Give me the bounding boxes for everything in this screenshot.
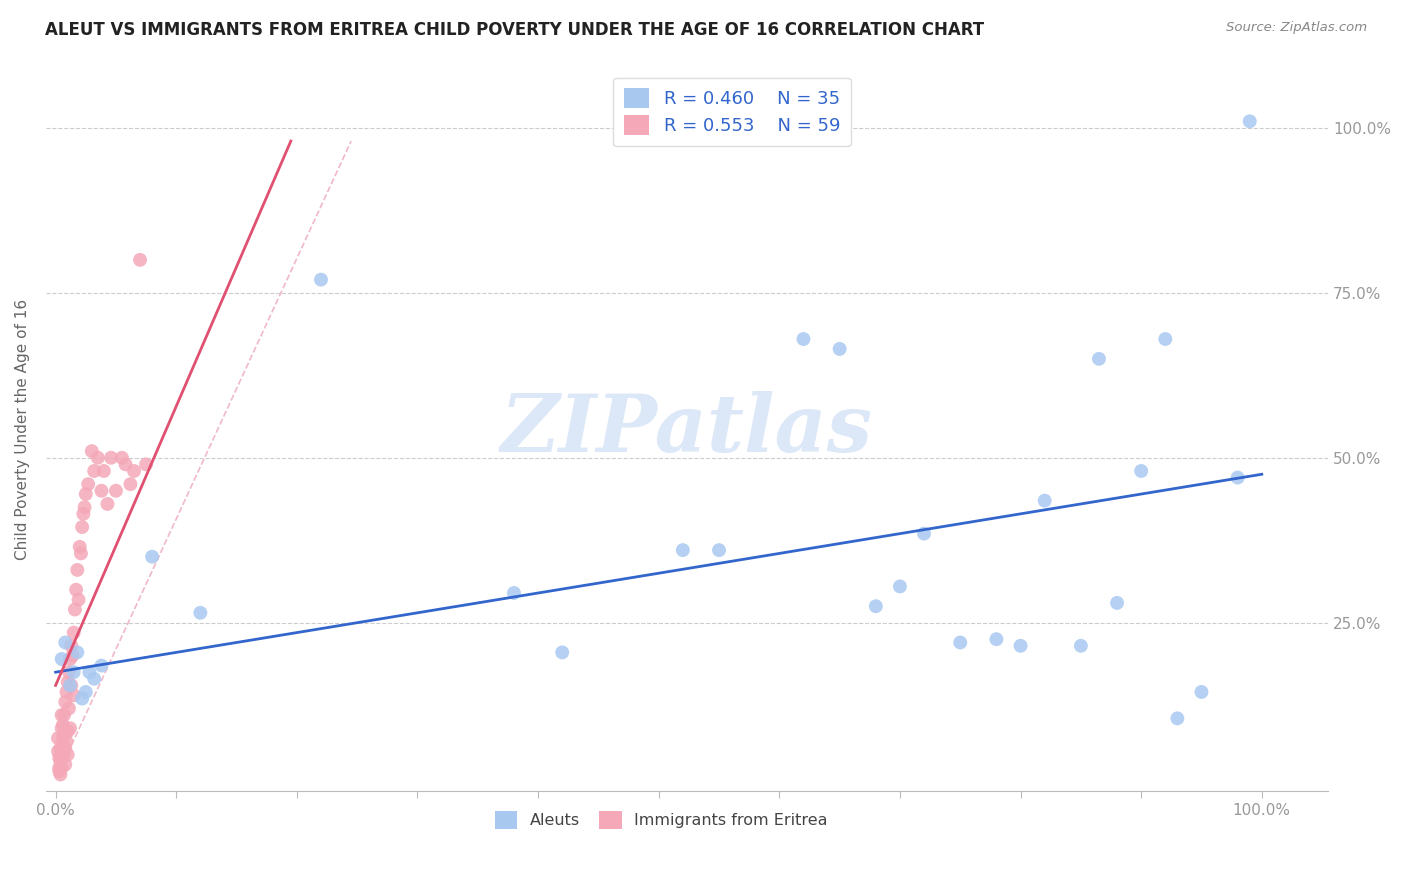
- Point: [1154, 332, 1177, 346]
- Point: [56, 675, 79, 690]
- Point: [503, 586, 526, 600]
- Point: [75, 487, 97, 501]
- Point: [912, 526, 935, 541]
- Point: [52, 718, 75, 732]
- Y-axis label: Child Poverty Under the Age of 16: Child Poverty Under the Age of 16: [15, 299, 30, 560]
- Point: [48, 764, 70, 779]
- Point: [69, 540, 91, 554]
- Point: [53, 728, 76, 742]
- Point: [48, 751, 70, 765]
- Point: [53, 744, 76, 758]
- Point: [55, 734, 77, 748]
- Point: [70, 691, 93, 706]
- Point: [889, 579, 911, 593]
- Point: [96, 497, 118, 511]
- Point: [93, 464, 115, 478]
- Point: [1226, 470, 1249, 484]
- Point: [51, 708, 73, 723]
- Point: [55, 685, 77, 699]
- Point: [949, 635, 972, 649]
- Point: [135, 458, 157, 472]
- Point: [1239, 114, 1261, 128]
- Point: [87, 450, 110, 465]
- Point: [70, 520, 93, 534]
- Point: [49, 754, 72, 768]
- Point: [83, 464, 105, 478]
- Point: [79, 665, 101, 680]
- Point: [1130, 464, 1153, 478]
- Point: [83, 672, 105, 686]
- Point: [70, 546, 93, 560]
- Point: [51, 652, 73, 666]
- Point: [59, 678, 82, 692]
- Point: [73, 500, 96, 515]
- Point: [1070, 639, 1092, 653]
- Point: [53, 695, 76, 709]
- Point: [90, 658, 112, 673]
- Point: [59, 652, 82, 666]
- Point: [67, 592, 90, 607]
- Point: [986, 632, 1008, 647]
- Point: [53, 757, 76, 772]
- Point: [53, 635, 76, 649]
- Point: [51, 761, 73, 775]
- Point: [56, 747, 79, 762]
- Point: [1166, 711, 1188, 725]
- Point: [75, 685, 97, 699]
- Point: [114, 458, 136, 472]
- Point: [66, 645, 89, 659]
- Point: [90, 483, 112, 498]
- Point: [1105, 596, 1128, 610]
- Point: [111, 450, 134, 465]
- Point: [1010, 639, 1032, 653]
- Point: [1033, 493, 1056, 508]
- Text: Source: ZipAtlas.com: Source: ZipAtlas.com: [1226, 21, 1367, 35]
- Point: [141, 549, 163, 564]
- Point: [792, 332, 814, 346]
- Point: [48, 761, 70, 775]
- Point: [77, 477, 100, 491]
- Point: [52, 747, 75, 762]
- Point: [58, 701, 80, 715]
- Text: ALEUT VS IMMIGRANTS FROM ERITREA CHILD POVERTY UNDER THE AGE OF 16 CORRELATION C: ALEUT VS IMMIGRANTS FROM ERITREA CHILD P…: [45, 21, 984, 39]
- Point: [828, 342, 851, 356]
- Point: [72, 507, 94, 521]
- Point: [309, 272, 332, 286]
- Point: [46, 731, 69, 746]
- Text: ZIPatlas: ZIPatlas: [501, 391, 873, 468]
- Point: [129, 252, 152, 267]
- Point: [63, 602, 86, 616]
- Point: [56, 724, 79, 739]
- Point: [62, 648, 84, 663]
- Point: [80, 444, 103, 458]
- Point: [100, 450, 122, 465]
- Point: [190, 606, 212, 620]
- Point: [51, 721, 73, 735]
- Point: [104, 483, 127, 498]
- Point: [551, 645, 574, 659]
- Legend: Aleuts, Immigrants from Eritrea: Aleuts, Immigrants from Eritrea: [488, 805, 834, 835]
- Point: [53, 708, 76, 723]
- Point: [120, 477, 142, 491]
- Point: [60, 639, 83, 653]
- Point: [49, 767, 72, 781]
- Point: [66, 563, 89, 577]
- Point: [672, 543, 695, 558]
- Point: [46, 744, 69, 758]
- Point: [122, 464, 145, 478]
- Point: [59, 721, 82, 735]
- Point: [865, 599, 887, 614]
- Point: [62, 625, 84, 640]
- Point: [62, 665, 84, 680]
- Point: [58, 665, 80, 680]
- Point: [49, 741, 72, 756]
- Point: [707, 543, 730, 558]
- Point: [65, 582, 87, 597]
- Point: [60, 678, 83, 692]
- Point: [52, 731, 75, 746]
- Point: [1088, 351, 1111, 366]
- Point: [1191, 685, 1213, 699]
- Point: [53, 741, 76, 756]
- Point: [62, 688, 84, 702]
